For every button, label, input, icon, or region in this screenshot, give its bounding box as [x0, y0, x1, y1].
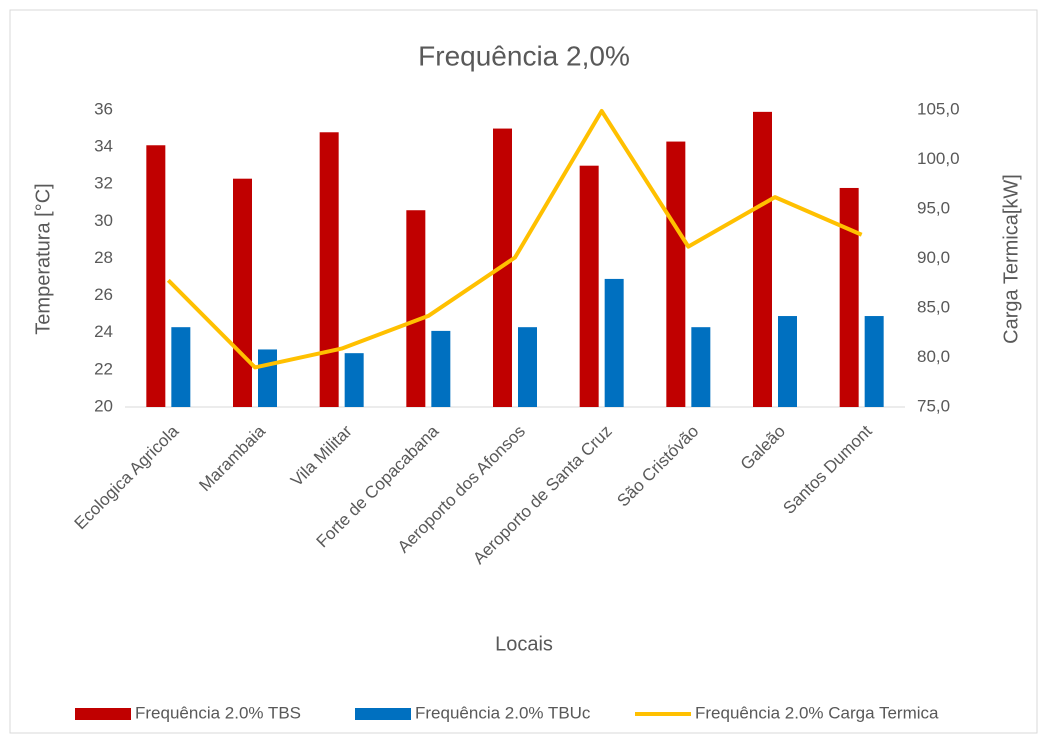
- y2-tick-label: 80,0: [917, 347, 950, 366]
- y2-tick-label: 105,0: [917, 99, 960, 118]
- legend-label: Frequência 2.0% TBS: [135, 703, 301, 722]
- y2-tick-label: 95,0: [917, 198, 950, 217]
- bar: [518, 327, 537, 407]
- x-axis-title: Locais: [495, 633, 553, 655]
- bar: [146, 145, 166, 408]
- y2-tick-label: 85,0: [917, 297, 950, 316]
- bar: [666, 141, 686, 407]
- bar: [778, 316, 797, 407]
- y-tick-label: 28: [94, 248, 113, 267]
- y-tick-label: 30: [94, 211, 113, 230]
- bar: [604, 278, 624, 407]
- bar: [864, 316, 884, 407]
- bar: [233, 178, 252, 407]
- line: [166, 108, 863, 370]
- legend-label: Frequência 2.0% Carga Termica: [695, 703, 939, 722]
- bar: [691, 327, 711, 407]
- bar: [753, 111, 772, 407]
- bar: [258, 349, 277, 407]
- bar: [839, 187, 859, 407]
- y-tick-label: 22: [94, 359, 113, 378]
- legend-swatch: [355, 708, 411, 720]
- y2-tick-label: 90,0: [917, 248, 950, 267]
- y-axis-title: Temperatura [°C]: [32, 183, 54, 334]
- y2-tick-label: 100,0: [917, 149, 960, 168]
- y-tick-label: 26: [94, 285, 113, 304]
- bar: [579, 165, 599, 407]
- bar: [344, 353, 364, 407]
- y-tick-label: 24: [94, 322, 113, 341]
- bar: [171, 327, 191, 407]
- legend-swatch: [75, 708, 131, 720]
- y-tick-label: 34: [94, 137, 113, 156]
- y2-axis-title: Carga Termica[kW]: [1000, 174, 1022, 344]
- legend-label: Frequência 2.0% TBUc: [415, 703, 591, 722]
- bar: [406, 210, 426, 407]
- y-tick-label: 32: [94, 174, 113, 193]
- bar: [319, 132, 339, 407]
- chart-title: Frequência 2,0%: [418, 40, 630, 71]
- y2-tick-label: 75,0: [917, 396, 950, 415]
- y-tick-label: 20: [94, 396, 113, 415]
- bar: [431, 330, 451, 407]
- y-tick-label: 36: [94, 99, 113, 118]
